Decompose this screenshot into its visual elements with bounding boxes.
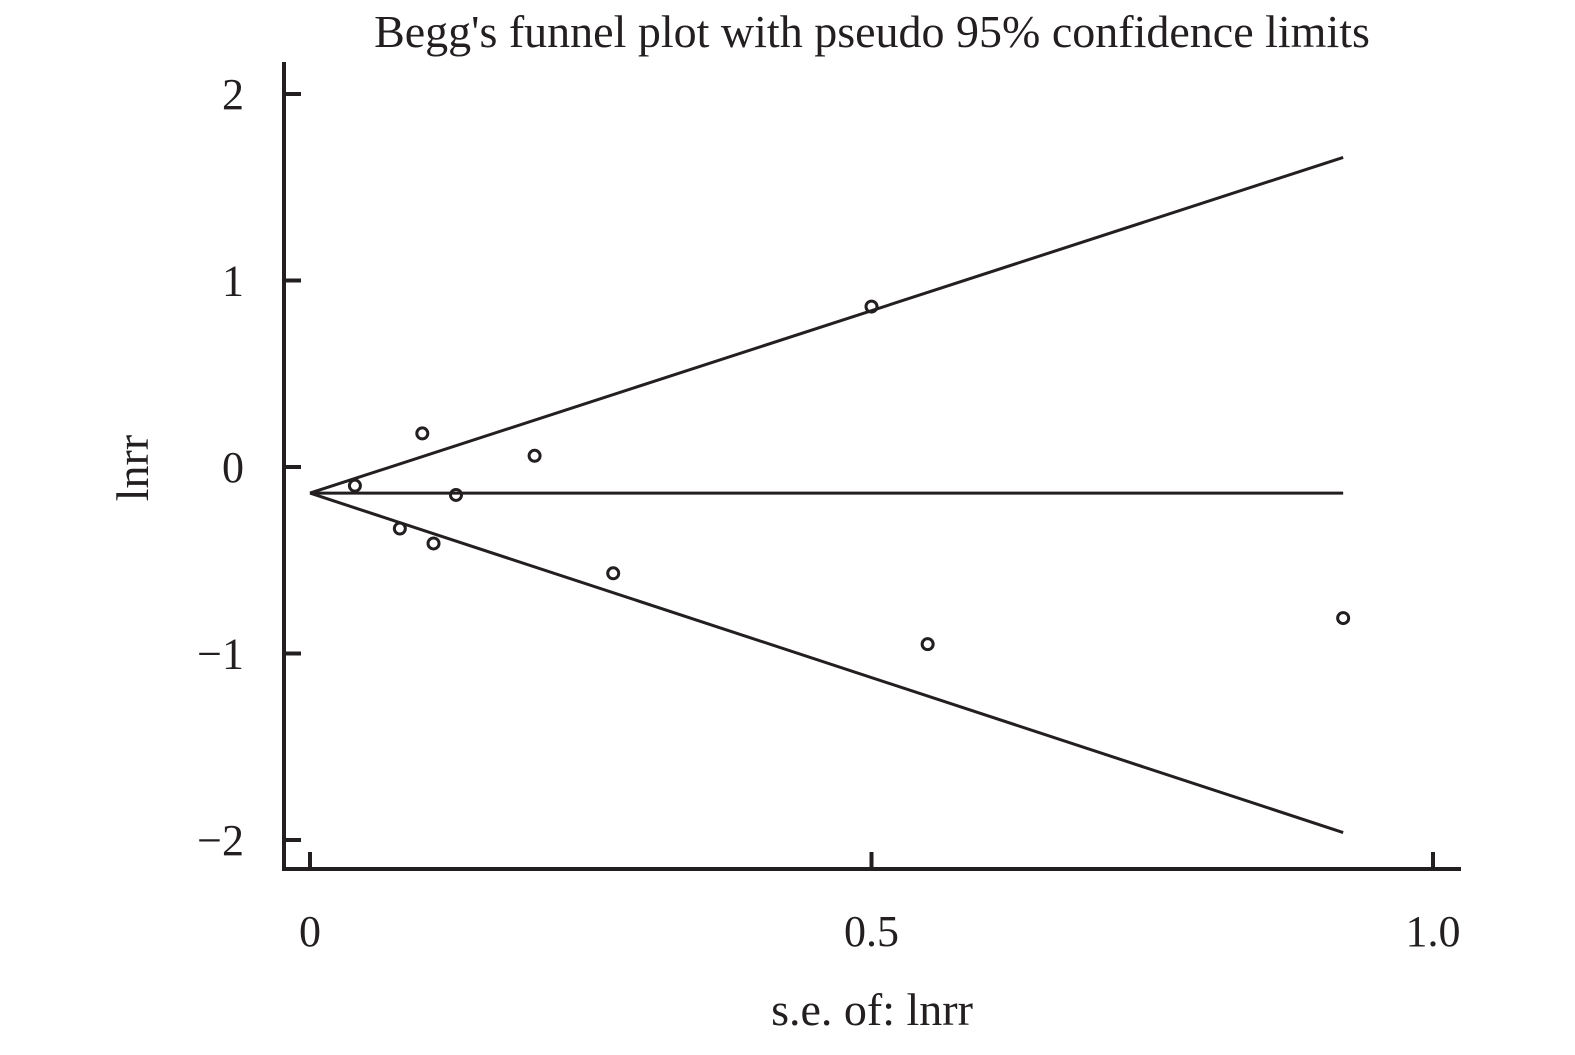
reference-line-upper-limit [309,155,1344,495]
y-tick-label: 2 [222,70,244,119]
x-tick-label: 0.5 [844,907,899,956]
data-point [415,426,430,441]
data-point [347,478,362,493]
y-axis-ticks: 2 1 0 −1 −2 [197,70,301,865]
y-tick-label: −2 [197,816,244,865]
reference-line-lower-limit [309,491,1344,834]
y-tick-label: 0 [222,443,244,492]
data-point [392,521,407,536]
reference-lines [309,155,1344,834]
data-point [448,487,463,502]
data-point [426,536,441,551]
x-tick-label: 0 [299,907,321,956]
data-point [1336,611,1351,626]
y-axis-label: lnrr [107,435,158,501]
data-point [606,566,621,581]
y-tick-label: −1 [197,630,244,679]
data-point [864,299,879,314]
x-axis-ticks: 0 0.5 1.0 [299,852,1461,956]
axes [282,62,1461,871]
data-points [347,299,1351,652]
data-point [527,448,542,463]
chart-title: Begg's funnel plot with pseudo 95% confi… [374,6,1370,57]
x-tick-label: 1.0 [1406,907,1461,956]
x-axis-label: s.e. of: lnrr [771,984,973,1035]
y-tick-label: 1 [222,257,244,306]
data-point [920,637,935,652]
